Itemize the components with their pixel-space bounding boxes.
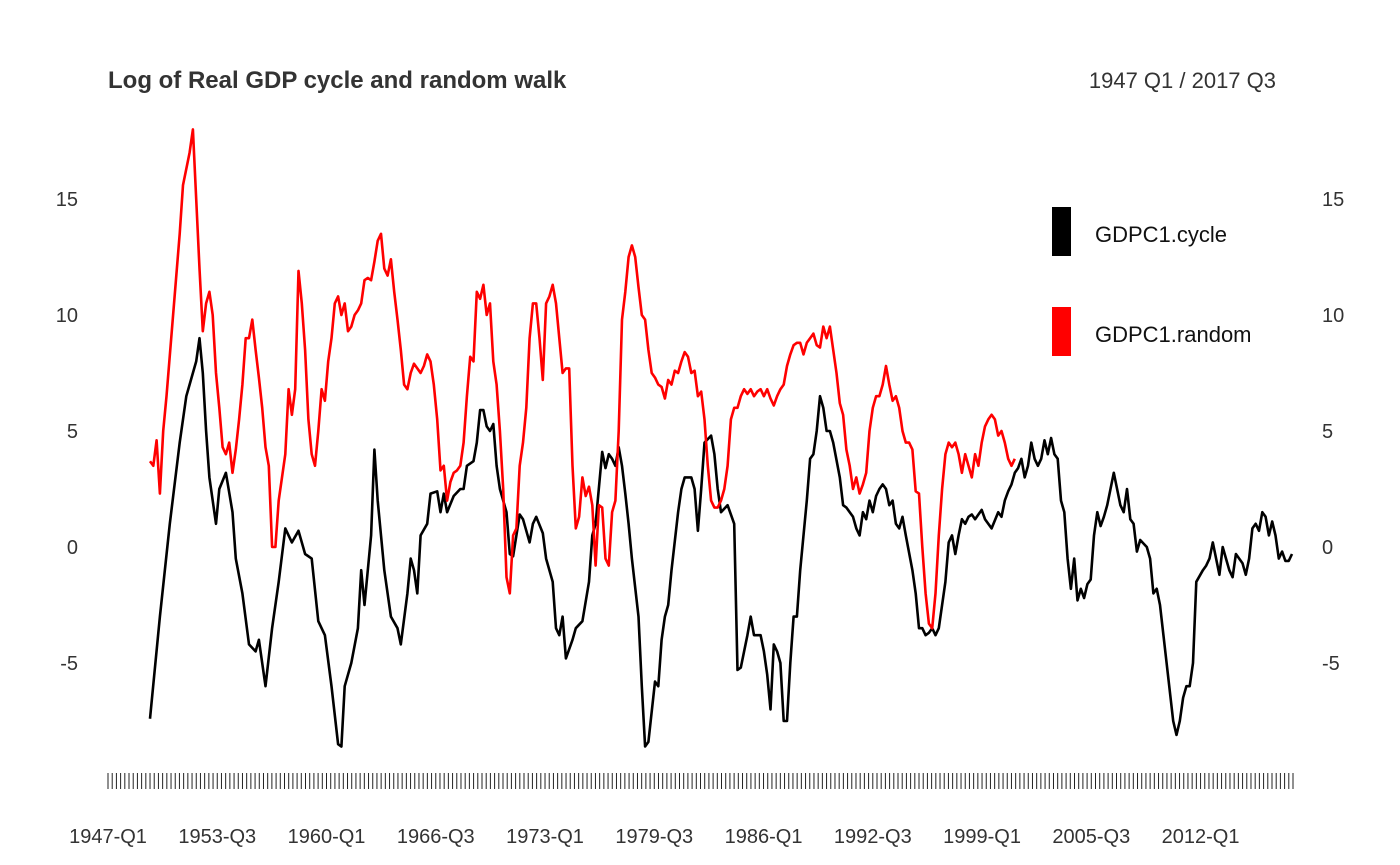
date-range-label: 1947 Q1 / 2017 Q3 xyxy=(1089,68,1276,93)
x-tick-label: 1947-Q1 xyxy=(69,826,147,848)
y-tick-label-left: 15 xyxy=(56,189,78,211)
x-axis-labels: 1947-Q1 1953-Q3 1960-Q1 1966-Q3 1973-Q1 1979-… xyxy=(69,826,1239,848)
y-tick-label-right: -5 xyxy=(1322,653,1340,675)
y-tick-label-left: 10 xyxy=(56,305,78,327)
y-axis-left: -5 0 5 10 15 xyxy=(56,189,78,675)
y-tick-label-left: -5 xyxy=(60,653,78,675)
x-tick-label: 2005-Q3 xyxy=(1052,826,1130,848)
legend-swatch-random xyxy=(1052,307,1071,356)
series-line-gdpc1-random xyxy=(148,128,1016,630)
chart-title: Log of Real GDP cycle and random walk xyxy=(108,67,567,94)
y-tick-label-right: 10 xyxy=(1322,305,1344,327)
x-axis-minor-ticks xyxy=(107,773,1294,789)
legend: GDPC1.cycle GDPC1.random xyxy=(1052,207,1252,356)
y-tick-label-left: 5 xyxy=(67,421,78,443)
legend-label-random: GDPC1.random xyxy=(1095,322,1252,347)
x-tick-label: 1953-Q3 xyxy=(178,826,256,848)
series-line-gdpc1-cycle xyxy=(148,336,1294,748)
x-tick-label: 1973-Q1 xyxy=(506,826,584,848)
x-tick-label: 1999-Q1 xyxy=(943,826,1021,848)
x-tick-label: 2012-Q1 xyxy=(1162,826,1240,848)
x-tick-label: 1960-Q1 xyxy=(288,826,366,848)
x-tick-label: 1992-Q3 xyxy=(834,826,912,848)
x-axis: 1947-Q1 1953-Q3 1960-Q1 1966-Q3 1973-Q1 1979-… xyxy=(69,773,1294,848)
x-tick-label: 1979-Q3 xyxy=(615,826,693,848)
legend-swatch-cycle xyxy=(1052,207,1071,256)
y-axis-right: -5 0 5 10 15 xyxy=(1322,189,1344,675)
x-tick-label: 1966-Q3 xyxy=(397,826,475,848)
y-tick-label-right: 5 xyxy=(1322,421,1333,443)
y-tick-label-right: 0 xyxy=(1322,537,1333,559)
legend-label-cycle: GDPC1.cycle xyxy=(1095,222,1227,247)
y-tick-label-right: 15 xyxy=(1322,189,1344,211)
y-tick-label-left: 0 xyxy=(67,537,78,559)
series-layer xyxy=(148,128,1294,748)
x-tick-label: 1986-Q1 xyxy=(725,826,803,848)
